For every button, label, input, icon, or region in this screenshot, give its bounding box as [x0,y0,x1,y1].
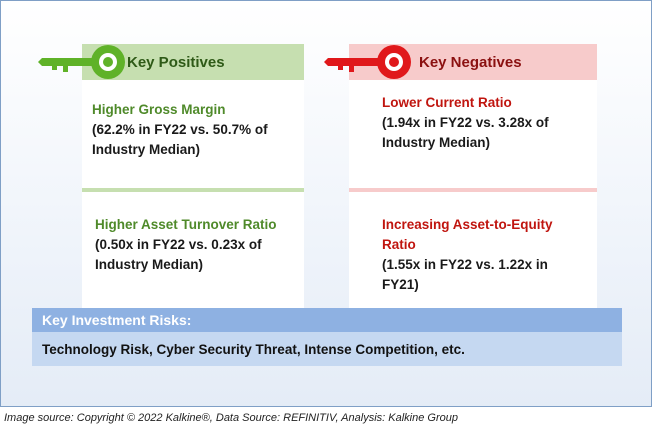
risks-title: Key Investment Risks: [42,312,192,328]
negative-item-1: Lower Current Ratio (1.94x in FY22 vs. 3… [382,93,592,153]
source-caption: Image source: Copyright © 2022 Kalkine®,… [0,406,652,428]
red-key-icon [324,45,411,79]
source-text: Image source: Copyright © 2022 Kalkine®,… [4,411,458,424]
positive-item-1: Higher Gross Margin (62.2% in FY22 vs. 5… [92,100,297,160]
negatives-title: Key Negatives [419,53,522,71]
negative-item-title: Lower Current Ratio [382,95,512,110]
negative-item-title: Increasing Asset-to-Equity Ratio [382,217,553,252]
positive-item-2: Higher Asset Turnover Ratio (0.50x in FY… [95,215,295,275]
risks-text: Technology Risk, Cyber Security Threat, … [42,341,465,357]
positives-panel [82,80,304,308]
positives-title: Key Positives [127,53,225,71]
positives-divider [82,188,304,192]
negative-item-body: (1.55x in FY22 vs. 1.22x in FY21) [382,257,548,292]
positive-item-title: Higher Gross Margin [92,102,226,117]
risks-body: Technology Risk, Cyber Security Threat, … [32,332,622,366]
positive-item-body: (62.2% in FY22 vs. 50.7% of Industry Med… [92,122,268,157]
positive-item-title: Higher Asset Turnover Ratio [95,217,277,232]
risks-header: Key Investment Risks: [32,308,622,332]
negatives-panel [349,80,597,308]
negative-item-2: Increasing Asset-to-Equity Ratio (1.55x … [382,215,587,295]
positive-item-body: (0.50x in FY22 vs. 0.23x of Industry Med… [95,237,262,272]
green-key-icon [38,45,125,79]
negatives-divider [349,188,597,192]
negative-item-body: (1.94x in FY22 vs. 3.28x of Industry Med… [382,115,549,150]
